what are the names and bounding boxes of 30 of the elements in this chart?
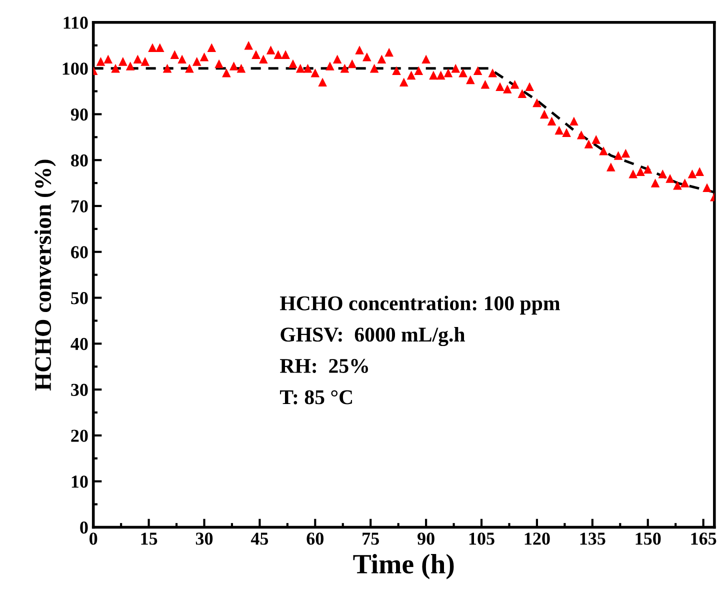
annotation: HCHO concentration: 100 ppm [280,296,560,315]
x-tick-label: 15 [141,532,158,545]
y-tick-label: 20 [71,430,88,442]
x-tick-label: 75 [362,532,379,545]
x-tick-label: 120 [524,532,550,545]
y-tick-label: 70 [71,200,88,212]
x-tick-label: 30 [196,532,213,545]
x-tick-label: 135 [580,532,606,545]
y-tick-label: 40 [70,338,88,350]
y-axis-title: HCHO conversion (%) [34,160,56,390]
y-tick-label: 110 [64,16,88,29]
y-tick-label: 100 [62,62,88,75]
x-tick-label: 105 [469,532,494,545]
annotation: RH: 25% [280,358,368,374]
x-axis-title: Time (h) [353,554,454,580]
y-tick-label: 0 [80,521,88,534]
x-tick-label: 165 [691,532,716,545]
y-tick-label: 90 [70,108,88,121]
x-tick-label: 90 [418,532,434,545]
annotation: T: 85 °C [280,390,352,404]
x-tick-label: 0 [90,532,98,545]
y-tick-label: 30 [71,384,88,396]
x-tick-label: 60 [306,532,324,545]
y-tick-label: 10 [72,476,88,488]
x-tick-label: 45 [250,532,268,545]
y-tick-label: 60 [71,246,88,258]
y-tick-label: 50 [71,292,88,304]
annotation: GHSV: 6000 mL/g.h [280,327,465,346]
y-tick-label: 80 [71,154,88,167]
x-tick-label: 150 [636,532,661,545]
